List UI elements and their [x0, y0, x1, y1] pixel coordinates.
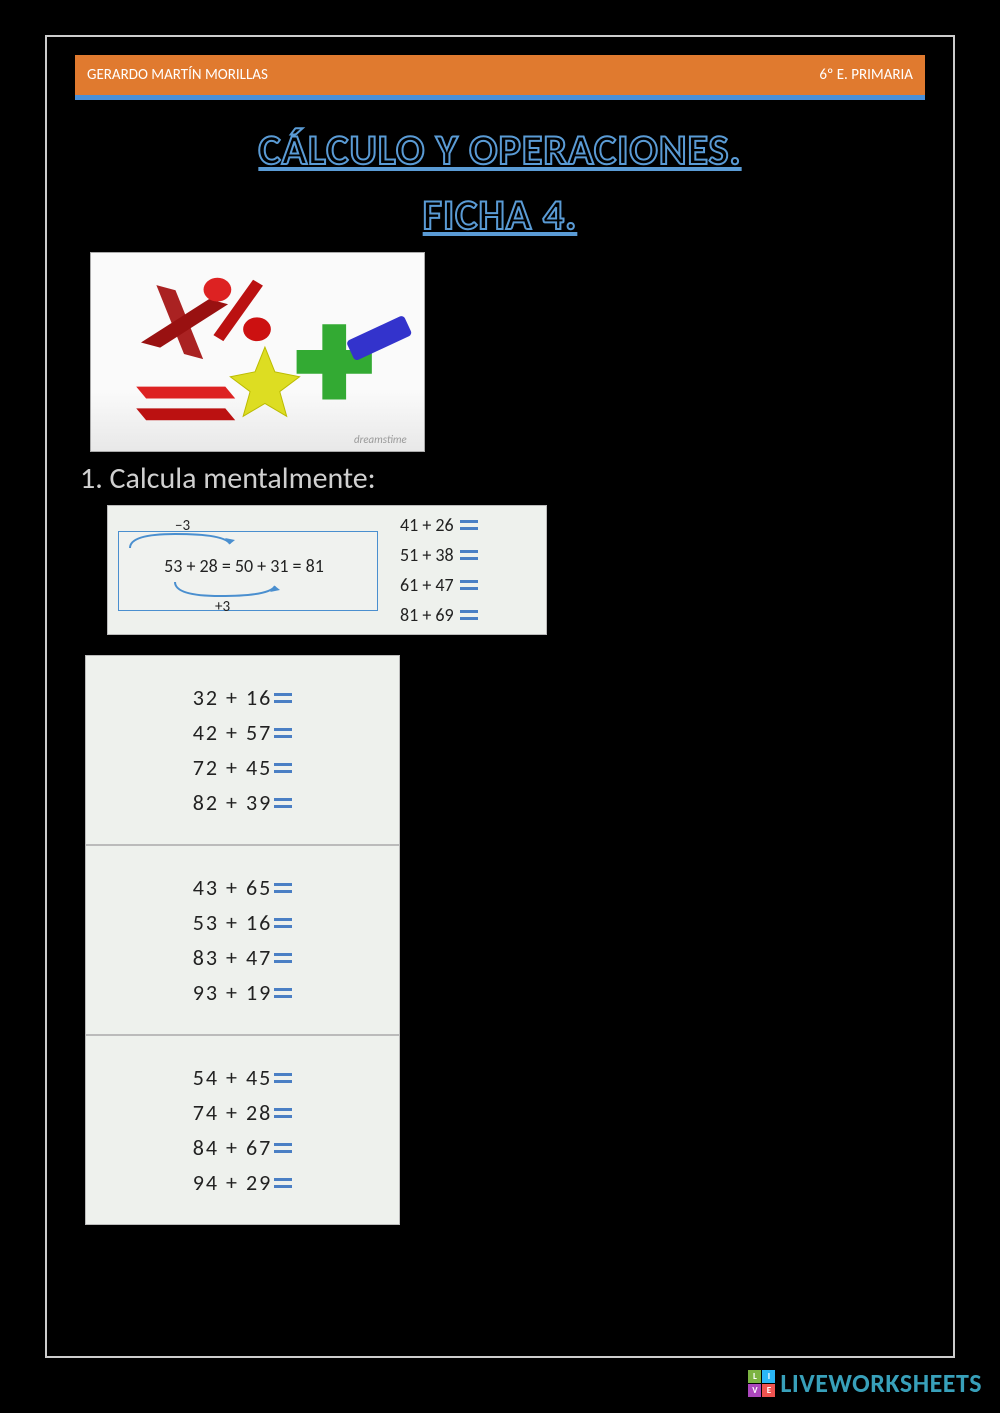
- problem-row: 53 + 16: [86, 905, 399, 940]
- problem-row: 41 + 26: [400, 510, 478, 540]
- answer-box[interactable]: [274, 1143, 292, 1153]
- problem-row: 61 + 47: [400, 570, 478, 600]
- problem-text: 51 + 38: [400, 540, 454, 570]
- problem-text: 53 + 16: [193, 909, 273, 936]
- problem-text: 32 + 16: [193, 684, 273, 711]
- problem-row: 51 + 38: [400, 540, 478, 570]
- bottom-arrow-icon: [170, 578, 285, 600]
- answer-box[interactable]: [274, 1108, 292, 1118]
- problem-text: 54 + 45: [193, 1064, 273, 1091]
- watermark: L I V E LIVEWORKSHEETS: [748, 1367, 982, 1399]
- svg-text:dreamstime: dreamstime: [354, 433, 407, 446]
- grade-label: 6º E. PRIMARIA: [819, 66, 913, 84]
- answer-box[interactable]: [460, 550, 478, 560]
- logo-cell: I: [762, 1370, 775, 1383]
- problem-group-right: 41 + 26 51 + 38 61 + 47 81 + 69: [400, 510, 478, 630]
- instruction-text: 1. Calcula mentalmente:: [80, 460, 376, 497]
- problem-text: 81 + 69: [400, 600, 454, 630]
- top-arrow-icon: [125, 530, 240, 552]
- answer-box[interactable]: [274, 988, 292, 998]
- answer-box[interactable]: [274, 693, 292, 703]
- answer-box[interactable]: [460, 520, 478, 530]
- problem-row: 43 + 65: [86, 870, 399, 905]
- problem-group: 54 + 45 74 + 28 84 + 67 94 + 29: [85, 1035, 400, 1225]
- watermark-text: LIVEWORKSHEETS: [780, 1367, 982, 1399]
- problem-row: 74 + 28: [86, 1095, 399, 1130]
- answer-box[interactable]: [274, 1073, 292, 1083]
- header-bar: GERARDO MARTÍN MORILLAS 6º E. PRIMARIA: [75, 55, 925, 95]
- answer-box[interactable]: [274, 953, 292, 963]
- problem-row: 81 + 69: [400, 600, 478, 630]
- plus-three-label: +3: [215, 598, 230, 616]
- problem-text: 42 + 57: [193, 719, 273, 746]
- problem-row: 72 + 45: [86, 750, 399, 785]
- problem-text: 82 + 39: [193, 789, 273, 816]
- problem-group: 32 + 16 42 + 57 72 + 45 82 + 39: [85, 655, 400, 845]
- problem-text: 74 + 28: [193, 1099, 273, 1126]
- logo-cell: L: [748, 1370, 761, 1383]
- problem-row: 94 + 29: [86, 1165, 399, 1200]
- watermark-logo-icon: L I V E: [748, 1370, 775, 1397]
- problem-row: 32 + 16: [86, 680, 399, 715]
- problem-text: 43 + 65: [193, 874, 273, 901]
- problem-row: 82 + 39: [86, 785, 399, 820]
- problem-row: 42 + 57: [86, 715, 399, 750]
- logo-cell: E: [762, 1384, 775, 1397]
- answer-box[interactable]: [274, 763, 292, 773]
- logo-cell: V: [748, 1384, 761, 1397]
- problem-row: 83 + 47: [86, 940, 399, 975]
- problem-row: 54 + 45: [86, 1060, 399, 1095]
- problem-row: 84 + 67: [86, 1130, 399, 1165]
- problem-group: 43 + 65 53 + 16 83 + 47 93 + 19: [85, 845, 400, 1035]
- header-underline: [75, 95, 925, 100]
- answer-box[interactable]: [274, 1178, 292, 1188]
- worksheet-subtitle: FICHA 4.: [0, 190, 1000, 241]
- answer-box[interactable]: [274, 883, 292, 893]
- problem-text: 61 + 47: [400, 570, 454, 600]
- problem-text: 41 + 26: [400, 510, 454, 540]
- worksheet-title: CÁLCULO Y OPERACIONES.: [0, 125, 1000, 176]
- problem-text: 93 + 19: [193, 979, 273, 1006]
- answer-box[interactable]: [274, 728, 292, 738]
- answer-box[interactable]: [460, 610, 478, 620]
- example-equation: 53 + 28 = 50 + 31 = 81: [124, 555, 364, 577]
- answer-box[interactable]: [274, 798, 292, 808]
- answer-box[interactable]: [274, 918, 292, 928]
- problem-text: 83 + 47: [193, 944, 273, 971]
- problem-text: 94 + 29: [193, 1169, 273, 1196]
- math-symbols-image: dreamstime: [90, 252, 425, 452]
- problem-text: 84 + 67: [193, 1134, 273, 1161]
- problem-text: 72 + 45: [193, 754, 273, 781]
- problem-row: 93 + 19: [86, 975, 399, 1010]
- answer-box[interactable]: [460, 580, 478, 590]
- author-name: GERARDO MARTÍN MORILLAS: [87, 66, 268, 84]
